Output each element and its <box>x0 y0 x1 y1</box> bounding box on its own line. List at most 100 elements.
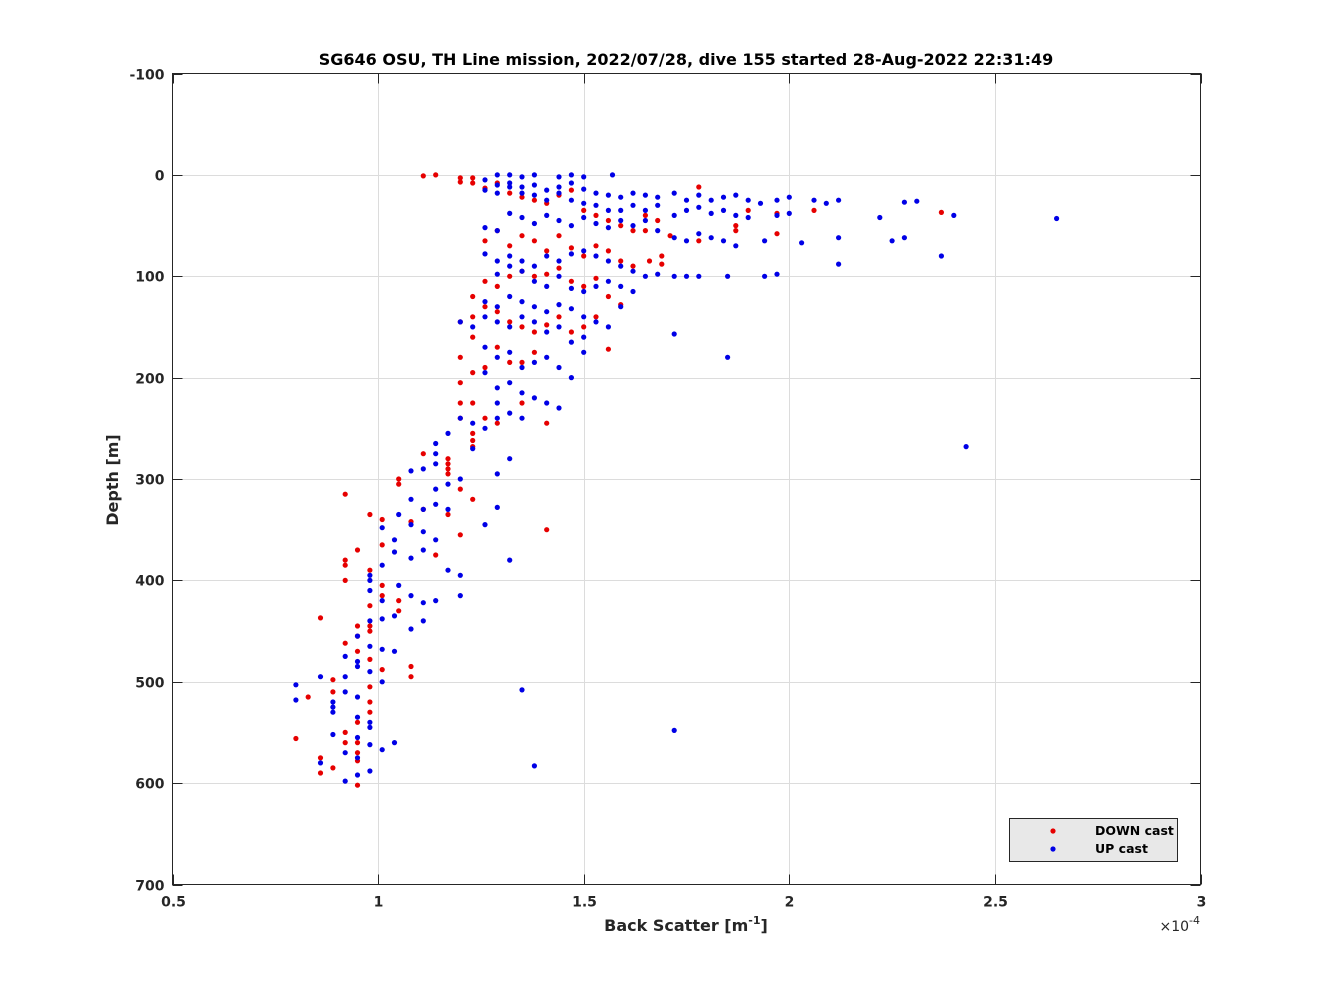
up-cast-point <box>630 223 636 229</box>
up-cast-point <box>494 471 500 477</box>
up-cast-point <box>445 506 451 512</box>
down-cast-point <box>396 476 402 482</box>
up-cast-point <box>342 778 348 784</box>
up-cast-point <box>556 258 562 264</box>
up-cast-point <box>531 319 538 325</box>
up-cast-point <box>317 674 324 680</box>
up-cast-point <box>762 238 768 244</box>
down-cast-point <box>367 656 373 663</box>
up-cast-point <box>889 238 895 244</box>
up-cast-point <box>391 648 398 654</box>
y-tick-label: 600 <box>135 777 164 793</box>
down-cast-point <box>531 197 538 203</box>
down-cast-point <box>605 293 612 300</box>
down-cast-point <box>605 248 612 254</box>
down-cast-point <box>367 567 373 573</box>
down-cast-point <box>494 420 500 426</box>
down-cast-point <box>457 354 463 360</box>
down-cast-point <box>482 238 488 244</box>
down-cast-point <box>342 491 348 497</box>
up-cast-point <box>568 306 575 312</box>
up-cast-point <box>774 212 780 218</box>
down-cast-point <box>367 511 373 518</box>
y-tick-label: 100 <box>135 270 164 286</box>
up-cast-point <box>519 390 525 396</box>
up-cast-point <box>482 370 488 376</box>
down-cast-point <box>367 628 373 634</box>
up-cast-point <box>433 461 439 467</box>
up-cast-point <box>544 329 550 335</box>
up-cast-point <box>836 261 842 267</box>
up-cast-point <box>507 456 513 462</box>
up-cast-point <box>642 217 649 224</box>
up-cast-point <box>433 486 439 492</box>
x-tick-label: 2 <box>785 895 795 911</box>
up-cast-point <box>836 197 842 203</box>
down-cast-point <box>655 217 661 224</box>
x-tick-label: 1 <box>374 895 384 911</box>
up-cast-point <box>938 253 945 259</box>
up-cast-point <box>420 506 426 512</box>
up-cast-point <box>367 643 373 649</box>
up-cast-point <box>733 212 739 218</box>
up-cast-point <box>671 190 677 196</box>
up-cast-point <box>725 354 731 360</box>
up-cast-point <box>544 187 550 193</box>
up-cast-point <box>609 172 616 178</box>
up-cast-point <box>630 190 636 196</box>
up-cast-point <box>396 511 402 518</box>
down-cast-point <box>445 466 451 472</box>
ticks <box>172 73 1202 886</box>
up-cast-point <box>733 243 739 249</box>
down-cast-point <box>396 598 402 604</box>
down-cast-point <box>696 238 702 244</box>
down-cast-point <box>470 175 476 181</box>
down-cast-point <box>507 243 513 249</box>
x-tick-label: 0.5 <box>161 895 186 911</box>
up-cast-point <box>494 504 500 510</box>
up-cast-point <box>733 192 739 198</box>
up-cast-point <box>605 207 612 213</box>
down-cast-point <box>519 324 525 330</box>
up-cast-point <box>544 212 550 218</box>
up-cast-point <box>618 194 624 200</box>
up-cast-point <box>618 283 624 289</box>
down-cast-point <box>568 278 575 284</box>
down-cast-point <box>581 207 587 213</box>
up-cast-point <box>642 207 649 213</box>
down-cast-point <box>408 674 414 680</box>
down-cast-point <box>544 420 550 426</box>
x-axis-multiplier-exp: -4 <box>1189 914 1200 927</box>
up-cast-point <box>494 190 500 196</box>
up-cast-point <box>482 225 488 231</box>
up-cast-point <box>519 214 525 221</box>
down-cast-point <box>354 648 361 654</box>
up-cast-point <box>433 598 439 604</box>
down-cast-point <box>507 273 513 279</box>
y-tick-label: 400 <box>135 574 164 590</box>
down-cast-point <box>457 175 463 181</box>
down-cast-point <box>379 516 385 523</box>
down-cast-point <box>630 263 636 269</box>
up-cast-point <box>618 263 624 269</box>
down-cast-point <box>342 729 348 736</box>
down-cast-point <box>605 346 612 352</box>
up-cast-point <box>367 719 373 725</box>
up-cast-point <box>507 210 513 216</box>
down-cast-point <box>354 623 361 629</box>
down-cast-point <box>581 283 587 289</box>
up-cast-point <box>630 268 636 274</box>
down-cast-point <box>733 228 739 234</box>
up-cast-point <box>367 577 373 584</box>
up-cast-point <box>655 228 661 234</box>
down-cast-point <box>354 719 361 725</box>
up-cast-point <box>655 271 661 277</box>
up-cast-point <box>420 547 426 553</box>
down-cast-point <box>593 314 599 320</box>
down-cast-point <box>354 782 361 788</box>
down-cast-point <box>581 324 587 330</box>
up-cast-point <box>494 415 500 421</box>
up-cast-point <box>556 190 562 196</box>
up-cast-point <box>494 172 500 178</box>
y-tick-label: -100 <box>129 68 164 84</box>
